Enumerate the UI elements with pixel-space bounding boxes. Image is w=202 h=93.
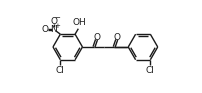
Text: Cl: Cl: [56, 66, 65, 75]
Text: O: O: [41, 25, 48, 34]
Text: O: O: [50, 17, 57, 26]
Text: −: −: [54, 15, 60, 21]
Text: OH: OH: [73, 18, 87, 27]
Text: O: O: [94, 33, 101, 42]
Text: +: +: [54, 23, 60, 29]
Text: N: N: [50, 25, 57, 34]
Text: Cl: Cl: [146, 66, 155, 75]
Text: O: O: [114, 33, 121, 42]
